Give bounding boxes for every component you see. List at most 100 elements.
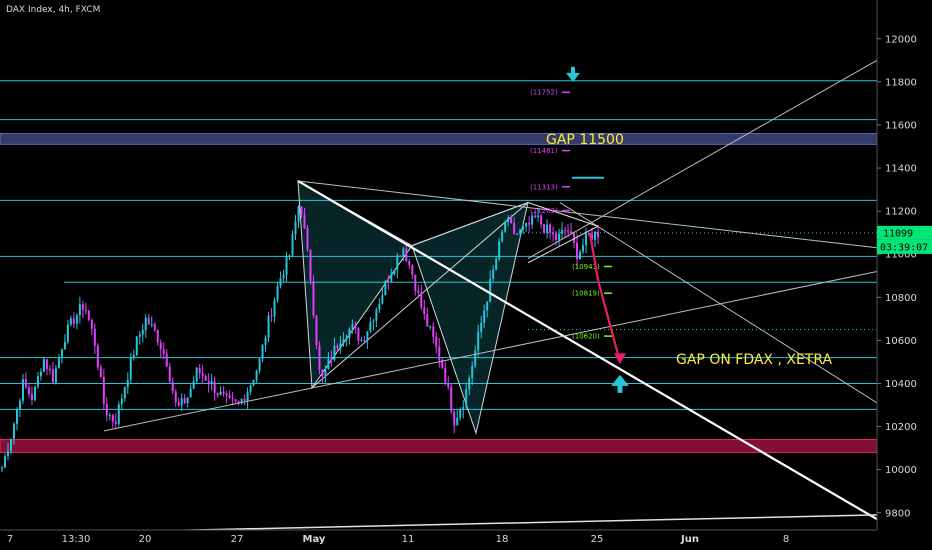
candle-body (354, 324, 357, 329)
x-tick-label: 8 (783, 534, 789, 545)
candle-body (174, 391, 177, 403)
candle-body (435, 336, 438, 347)
candle-body (21, 379, 24, 401)
candle-body (57, 357, 60, 369)
candle-body (45, 359, 48, 370)
fib-levels: (11752) (11481) (11313) (11203) (10943) (1081… (530, 89, 612, 341)
projection-leg-2 (596, 279, 622, 363)
wedge-top (527, 202, 599, 227)
candle-body (468, 378, 471, 390)
main-downtrend (297, 180, 878, 521)
candle-body (333, 345, 336, 360)
y-tick-label: 10400 (885, 379, 917, 390)
candle-body (573, 233, 576, 243)
y-tick-label: 11000 (885, 250, 917, 261)
candle-body (582, 245, 585, 252)
candle-body (381, 295, 384, 304)
x-tick-label: 7 (7, 534, 13, 545)
axis-bg (877, 0, 932, 550)
y-tick-label: 9800 (885, 508, 910, 519)
candle-body (126, 379, 129, 388)
candle-body (552, 232, 555, 234)
candle-body (294, 221, 297, 235)
projection (588, 232, 626, 365)
candle-body (408, 261, 411, 266)
candle-body (165, 353, 168, 367)
candle-body (558, 233, 561, 240)
candle-body (36, 376, 39, 387)
candle-body (210, 381, 213, 385)
candle-body (9, 438, 12, 452)
candle-body (258, 358, 261, 371)
candle-body (24, 379, 27, 388)
candle-body (264, 337, 267, 345)
candle-body (372, 320, 375, 323)
time-badge (877, 239, 932, 254)
fib-label-2: (11313) (530, 183, 558, 191)
y-tick-label: 11600 (885, 120, 917, 131)
candle-body (237, 401, 240, 403)
x-tick-label: 13:30 (62, 534, 91, 545)
candle-body (489, 278, 492, 302)
candle-body (186, 397, 189, 404)
candle-body (312, 280, 315, 316)
candle-body (267, 315, 270, 338)
candle-body (399, 255, 402, 257)
candle-body (519, 229, 522, 235)
candle-body (525, 222, 528, 227)
fib-label-1: (11481) (530, 147, 558, 155)
candle-body (516, 233, 519, 235)
candle-body (42, 359, 45, 372)
candle-body (567, 230, 570, 232)
candle-body (528, 222, 531, 225)
candle-body (99, 367, 102, 377)
gap-fdax-label: GAP ON FDAX , XETRA (676, 352, 833, 368)
candle-body (33, 386, 36, 401)
candle-body (78, 304, 81, 316)
trend-lines (0, 59, 878, 536)
candle-body (591, 234, 594, 240)
candle-body (297, 206, 300, 222)
candle-body (246, 391, 249, 401)
candle-body (87, 310, 90, 320)
candle-body (81, 304, 84, 310)
candle-body (54, 368, 57, 383)
chart-title: DAX Index, 4h, FXCM (6, 5, 100, 15)
x-tick-label: 11 (402, 534, 415, 545)
candle-body (219, 391, 222, 395)
candle-body (69, 318, 72, 325)
candle-body (282, 275, 285, 279)
y-tick-label: 10800 (885, 293, 917, 304)
candle-body (348, 328, 351, 338)
candle-body (147, 317, 150, 325)
arrow-up-shaft (617, 384, 623, 393)
candle-body (216, 392, 219, 395)
candle-body (18, 400, 21, 410)
fib-label-3: (11203) (530, 207, 558, 215)
candle-body (483, 310, 486, 323)
candle-body (111, 415, 114, 422)
candle-body (96, 345, 99, 368)
pattern-bd (411, 202, 529, 247)
price-axis: 9800 10000 10200 10400 10600 10800 11000 11200 1… (876, 0, 932, 550)
candle-body (324, 369, 327, 377)
candle-body (453, 411, 456, 426)
candle-body (252, 380, 255, 386)
candle-body (285, 255, 288, 276)
candle-body (540, 215, 543, 225)
candle-body (390, 274, 393, 283)
candle-body (315, 315, 318, 346)
candle-body (429, 326, 432, 328)
candle-body (195, 367, 198, 382)
candle-body (288, 255, 291, 257)
candle-body (240, 398, 243, 403)
candle-body (276, 286, 279, 301)
candle-body (474, 350, 477, 366)
x-tick-label: Jun (680, 534, 699, 545)
candle-body (153, 324, 156, 330)
candle-body (84, 309, 87, 311)
candle-body (90, 319, 93, 329)
candle-body (594, 231, 597, 240)
